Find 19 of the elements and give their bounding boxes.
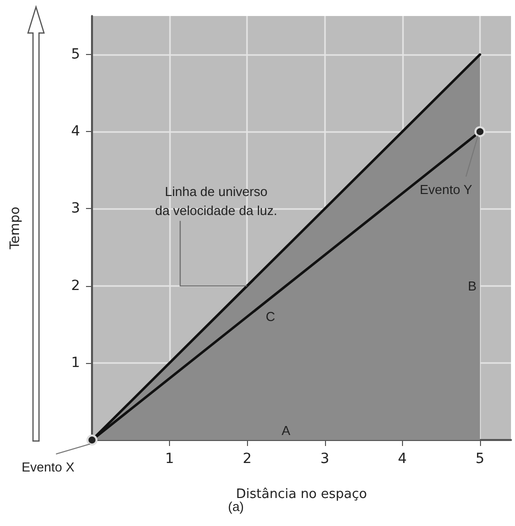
annotation: C — [266, 309, 276, 324]
x-tick-label: 4 — [398, 451, 407, 467]
annotation: B — [468, 278, 477, 294]
x-tick-label: 2 — [242, 451, 252, 467]
annotation: Evento X — [22, 460, 75, 474]
y-tick-label: 2 — [71, 278, 80, 294]
x-tick-label: 5 — [476, 451, 484, 467]
annotation: Linha de universo da velocidade da luz. — [155, 184, 278, 218]
annotation: Evento Y — [420, 182, 473, 198]
x-tick-label: 1 — [165, 451, 174, 467]
x-tick-label: 3 — [320, 451, 330, 467]
y-tick-label: 5 — [71, 46, 80, 63]
y-tick-label: 1 — [71, 354, 80, 371]
y-tick-label: 3 — [71, 200, 80, 217]
y-axis-title: Tempo — [8, 206, 23, 250]
text: (a) — [228, 499, 244, 514]
annotation: A — [282, 423, 291, 438]
x-axis-title: Distância no espaço — [236, 487, 368, 502]
y-tick-label: 4 — [71, 124, 80, 140]
